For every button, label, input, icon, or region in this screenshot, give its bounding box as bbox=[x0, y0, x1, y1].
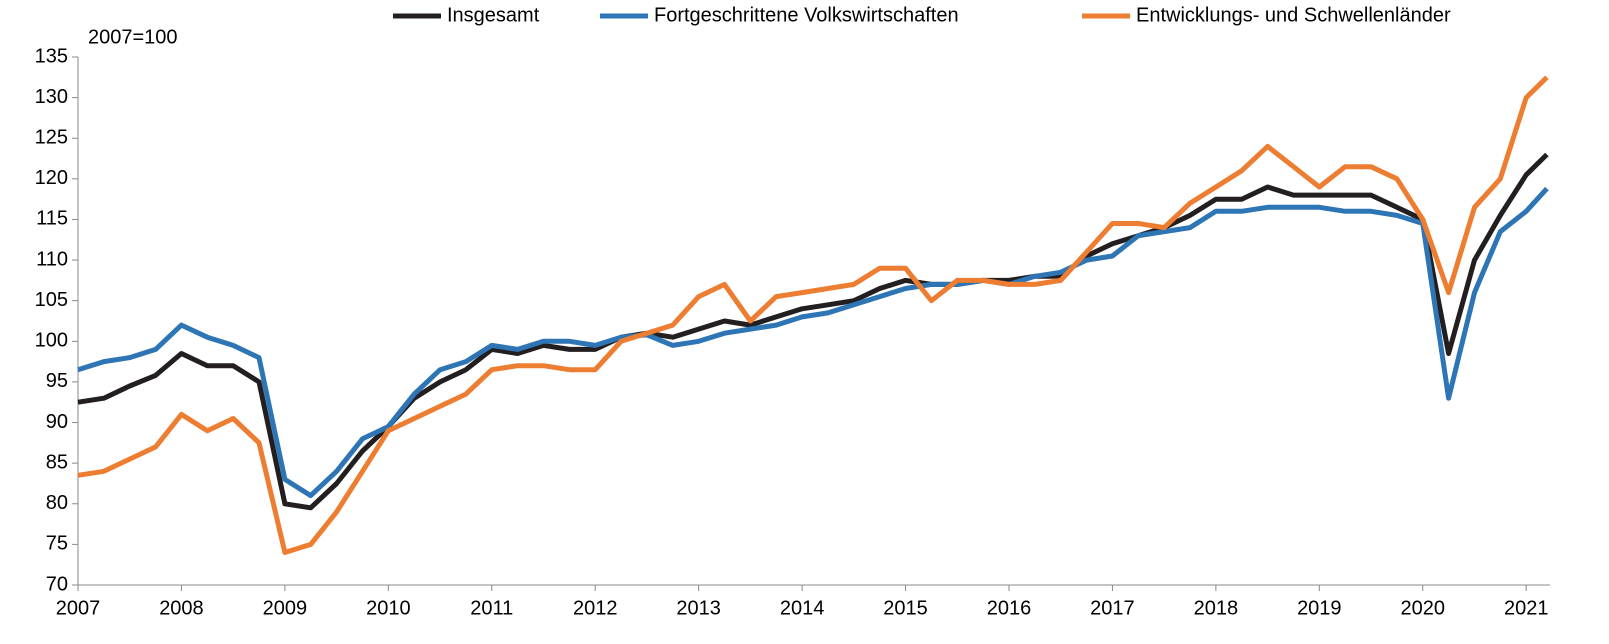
y-tick-label: 95 bbox=[46, 370, 68, 392]
x-tick-label: 2013 bbox=[676, 597, 721, 619]
x-tick-label: 2012 bbox=[573, 597, 618, 619]
y-tick-label: 120 bbox=[35, 167, 68, 189]
y-tick-label: 80 bbox=[46, 492, 68, 514]
x-tick-label: 2020 bbox=[1401, 597, 1446, 619]
x-tick-label: 2009 bbox=[263, 597, 308, 619]
line-series bbox=[77, 75, 1549, 555]
annotation: 2007=100 bbox=[88, 26, 178, 48]
y-tick-label: 75 bbox=[46, 533, 68, 555]
y-tick-label: 90 bbox=[46, 411, 68, 433]
x-tick-label: 2014 bbox=[780, 597, 825, 619]
x-tick-label: 2007 bbox=[56, 597, 101, 619]
y-tick-label: 135 bbox=[35, 45, 68, 67]
x-tick-label: 2011 bbox=[470, 597, 513, 619]
y-tick-label: 105 bbox=[35, 289, 68, 311]
x-tick-label: 2015 bbox=[883, 597, 928, 619]
legend-label: Entwicklungs- und Schwellenländer bbox=[1136, 4, 1451, 26]
line-series bbox=[77, 186, 1549, 499]
x-tick-label: 2016 bbox=[987, 597, 1032, 619]
x-tick-label: 2021 bbox=[1504, 597, 1549, 619]
x-tick-label: 2018 bbox=[1194, 597, 1239, 619]
y-tick-label: 115 bbox=[36, 208, 68, 230]
x-tick-label: 2010 bbox=[366, 597, 411, 619]
y-tick-label: 70 bbox=[46, 573, 68, 595]
y-tick-label: 130 bbox=[35, 86, 68, 108]
x-tick-label: 2008 bbox=[159, 597, 204, 619]
y-tick-label: 110 bbox=[36, 248, 68, 270]
line-series bbox=[77, 152, 1549, 511]
x-tick-label: 2017 bbox=[1090, 597, 1135, 619]
legend-label: Fortgeschrittene Volkswirtschaften bbox=[654, 4, 959, 26]
x-tick-label: 2019 bbox=[1297, 597, 1342, 619]
y-tick-label: 125 bbox=[35, 127, 68, 149]
y-tick-label: 85 bbox=[46, 451, 68, 473]
legend-label: Insgesamt bbox=[447, 4, 540, 26]
y-tick-label: 100 bbox=[35, 330, 68, 352]
